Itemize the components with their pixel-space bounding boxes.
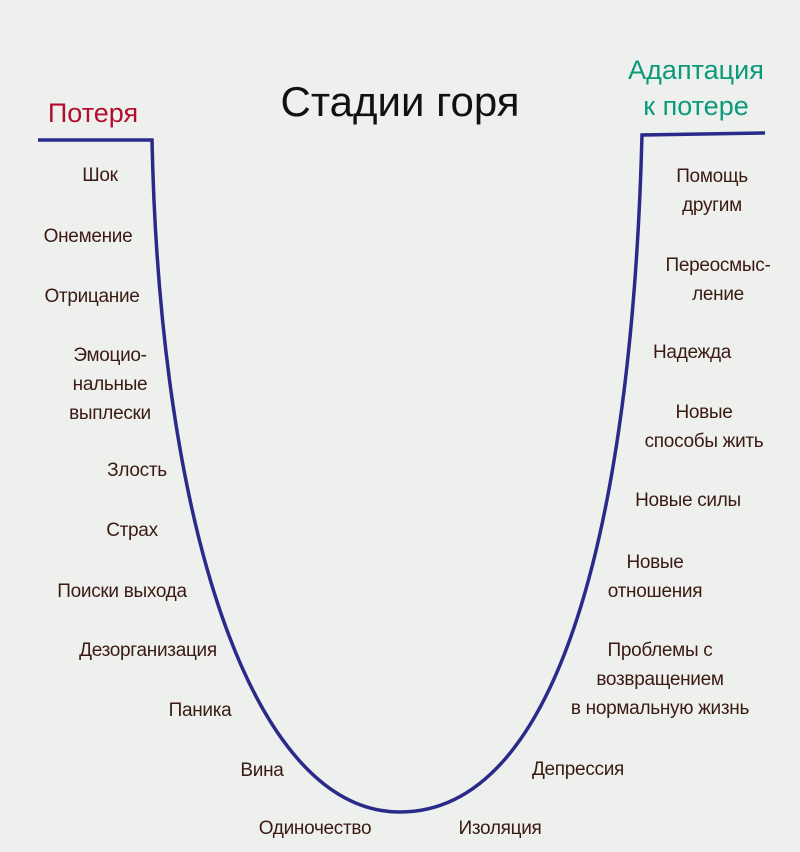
- stage-label: Депрессия: [531, 759, 625, 780]
- stage-label: Новые способы жить: [644, 402, 764, 452]
- stage-label: Отрицание: [44, 286, 140, 307]
- stage-label: Помощь другим: [676, 166, 748, 216]
- stage-label: Поиски выхода: [57, 581, 187, 602]
- stage-label: Проблемы с возвращением в нормальную жиз…: [570, 640, 750, 719]
- stage-label: Новые отношения: [607, 552, 703, 602]
- stage-label: Вина: [240, 760, 284, 781]
- stage-label: Изоляция: [458, 818, 542, 839]
- start-label: Потеря: [47, 98, 139, 128]
- end-label: Адаптация к потере: [628, 55, 764, 121]
- stage-label: Онемение: [43, 226, 133, 247]
- stage-label: Дезорганизация: [79, 640, 217, 661]
- stage-label: Страх: [106, 520, 158, 541]
- stage-label: Переосмыс- ление: [665, 255, 771, 305]
- stage-label: Эмоцио- нальные выплески: [69, 345, 151, 424]
- stage-label: Паника: [168, 700, 232, 721]
- diagram-title: Стадии горя: [280, 78, 520, 125]
- stage-label: Новые силы: [635, 490, 741, 511]
- stage-label: Одиночество: [258, 818, 372, 839]
- stage-label: Злость: [107, 460, 167, 481]
- curve-line: [38, 131, 766, 814]
- stage-label: Надежда: [653, 342, 731, 363]
- stage-label: Шок: [82, 165, 118, 186]
